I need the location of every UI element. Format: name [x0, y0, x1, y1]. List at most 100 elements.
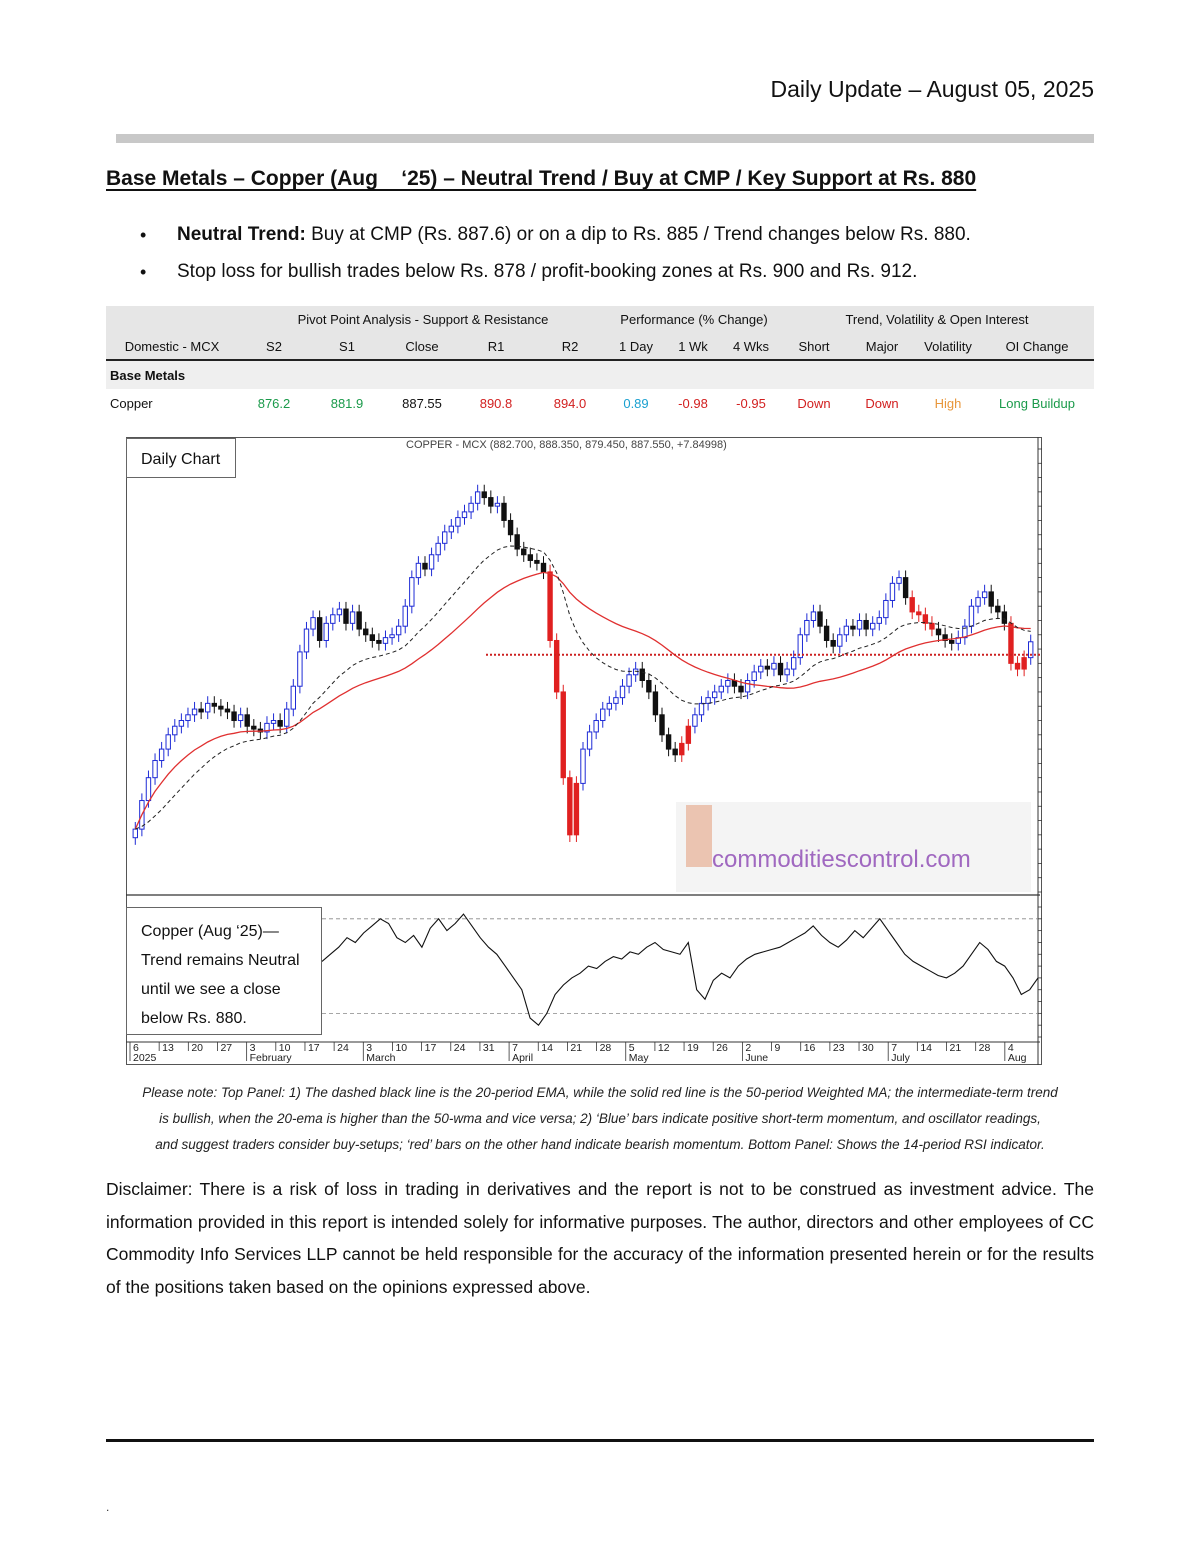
candle-body — [270, 720, 277, 724]
candle-body — [606, 702, 613, 710]
date-tick-label: 3 — [250, 1042, 256, 1054]
candle-body — [593, 720, 599, 733]
candle-body — [178, 720, 185, 727]
candle-body — [626, 674, 632, 687]
table-group-row: Pivot Point Analysis - Support & Resista… — [106, 306, 1094, 333]
group-pivot: Pivot Point Analysis - Support & Resista… — [238, 306, 608, 333]
col-header: Major — [848, 333, 916, 361]
col-header: Domestic - MCX — [106, 333, 238, 361]
candle-body — [547, 571, 553, 641]
candle-body — [198, 708, 204, 713]
candle-body — [415, 562, 422, 579]
candle-body — [132, 828, 138, 839]
col-header: R1 — [460, 333, 532, 361]
date-tick-label: 6 — [133, 1042, 139, 1054]
month-label: February — [250, 1052, 293, 1064]
group-performance: Performance (% Change) — [608, 306, 780, 333]
date-tick-label: 4 — [1008, 1042, 1014, 1054]
candle-body — [856, 619, 863, 630]
candle-body — [455, 517, 461, 527]
date-tick-label: 16 — [804, 1042, 816, 1054]
date-tick-label: 12 — [658, 1042, 670, 1054]
report-date: Daily Update – August 05, 2025 — [770, 76, 1094, 102]
candle-body — [1021, 657, 1027, 670]
candle-body — [501, 502, 507, 521]
candle-body — [343, 608, 349, 624]
table-row: Copper 876.2 881.9 887.55 890.8 894.0 0.… — [106, 389, 1094, 417]
bullet-text: Buy at CMP (Rs. 887.6) or on a dip to Rs… — [305, 224, 971, 245]
candle-body — [988, 591, 994, 607]
date-tick-label: 5 — [629, 1042, 635, 1054]
candle-body — [580, 748, 586, 784]
footer-dot: . — [106, 1500, 110, 1514]
col-header: S2 — [238, 333, 310, 361]
cell-r2: 894.0 — [553, 395, 587, 411]
cell-1wk: -0.98 — [678, 395, 708, 411]
candle-body — [507, 519, 514, 536]
group-trend: Trend, Volatility & Open Interest — [780, 306, 1094, 333]
candle-body — [152, 760, 158, 779]
candle-body — [804, 619, 810, 636]
col-header: S1 — [310, 333, 384, 361]
wma50-line — [134, 571, 1031, 830]
candle-body — [488, 497, 494, 507]
cell-commodity: Copper — [110, 395, 153, 411]
date-tick-label: 2 — [745, 1042, 751, 1054]
date-tick-label: 31 — [483, 1042, 495, 1054]
candle-body — [560, 691, 566, 779]
candle-body — [290, 685, 297, 710]
watermark-text: commoditiescontrol.com — [712, 846, 971, 873]
candle-body — [1028, 641, 1034, 659]
cell-s2: 876.2 — [257, 395, 291, 411]
date-tick-label: 28 — [979, 1042, 991, 1054]
candle-body — [797, 634, 803, 659]
candle-body — [922, 614, 929, 624]
col-header: Close — [384, 333, 460, 361]
candle-body — [540, 562, 547, 573]
candle-body — [968, 605, 975, 627]
candle-body — [409, 577, 415, 607]
col-header: 4 Wks — [722, 333, 780, 361]
candle-body — [810, 611, 817, 621]
candle-body — [172, 725, 178, 736]
month-label: March — [366, 1052, 395, 1064]
candle-body — [461, 511, 468, 519]
candle-body — [738, 685, 744, 693]
candle-body — [297, 651, 303, 687]
date-tick-label: 23 — [833, 1042, 845, 1054]
candle-body — [553, 639, 560, 693]
candle-body — [244, 714, 250, 727]
candle-body — [949, 639, 955, 644]
candle-body — [981, 591, 988, 599]
date-tick-label: 21 — [950, 1042, 962, 1054]
col-header: Volatility — [916, 333, 980, 361]
candle-body — [935, 628, 942, 636]
bullet-item: Stop loss for bullish trades below Rs. 8… — [140, 255, 971, 292]
candle-body — [251, 725, 257, 730]
table-header-row: Domestic - MCX S2 S1 Close R1 R2 1 Day 1… — [106, 333, 1094, 361]
candle-body — [231, 711, 237, 722]
candle-body — [389, 634, 395, 639]
date-tick-label: 17 — [425, 1042, 437, 1054]
date-tick-label: 14 — [920, 1042, 932, 1054]
bullet-text: Stop loss for bullish trades below Rs. 8… — [177, 261, 918, 282]
candle-body — [1001, 611, 1008, 624]
col-header: R2 — [532, 333, 608, 361]
date-tick-label: 27 — [220, 1042, 232, 1054]
candle-body — [264, 722, 270, 733]
candle-body — [975, 597, 981, 607]
ema20-line — [135, 545, 1031, 830]
date-tick-label: 14 — [541, 1042, 553, 1054]
candle-body — [790, 657, 797, 670]
candle-body — [303, 628, 310, 653]
candle-body — [468, 502, 474, 513]
candle-body — [929, 622, 935, 630]
candle-body — [336, 608, 343, 616]
cell-4wks: -0.95 — [736, 395, 766, 411]
candle-body — [402, 605, 408, 627]
cell-1day: 0.89 — [623, 395, 649, 411]
candle-body — [869, 622, 876, 630]
candle-body — [942, 634, 948, 641]
candle-body — [725, 680, 731, 687]
date-tick-label: 10 — [279, 1042, 291, 1054]
